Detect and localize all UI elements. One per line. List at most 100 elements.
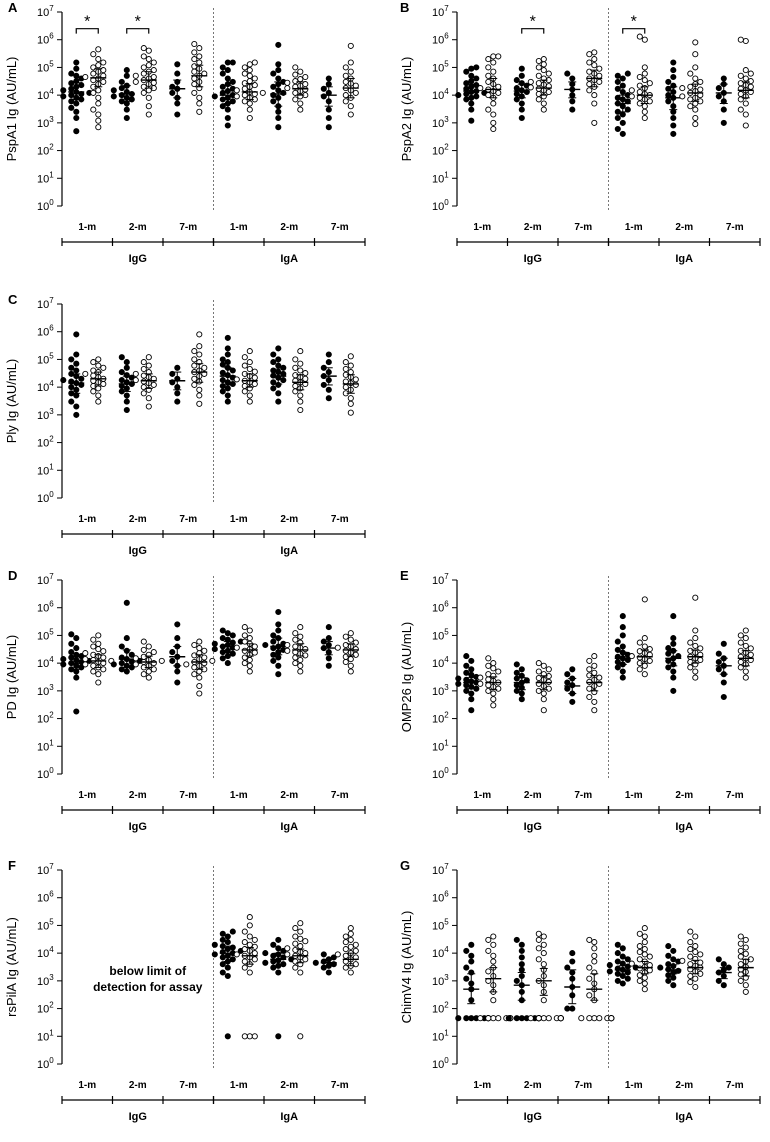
data-point xyxy=(158,657,165,664)
data-point xyxy=(270,638,277,645)
series-IgA-2-m-filled xyxy=(665,59,682,137)
data-point xyxy=(636,943,643,950)
series-IgA-1-m-open xyxy=(628,925,653,993)
data-point xyxy=(118,354,125,361)
data-point xyxy=(241,964,248,971)
y-tick-label: 100 xyxy=(37,766,54,781)
data-point xyxy=(292,958,299,965)
series-IgA-1-m-open xyxy=(628,596,653,678)
y-tick-label: 106 xyxy=(37,324,54,339)
data-point xyxy=(325,635,332,642)
category-label: 7-m xyxy=(726,222,744,233)
data-point xyxy=(513,77,520,84)
data-point xyxy=(196,351,203,358)
data-point xyxy=(342,359,349,366)
data-point xyxy=(246,627,253,634)
series-IgA-1-m-filled xyxy=(219,334,236,405)
data-point xyxy=(241,1033,248,1040)
data-point xyxy=(535,674,542,682)
data-point xyxy=(196,45,203,52)
data-point xyxy=(557,1015,564,1022)
data-point xyxy=(292,78,299,85)
data-point xyxy=(90,64,97,71)
data-point xyxy=(123,406,130,414)
data-point xyxy=(297,928,304,935)
data-point xyxy=(352,376,359,383)
category-label: 1-m xyxy=(625,790,643,801)
data-point xyxy=(73,128,80,135)
data-point xyxy=(246,67,253,74)
data-point xyxy=(191,40,198,48)
data-point xyxy=(619,75,626,82)
data-point xyxy=(540,56,547,63)
category-label: 7-m xyxy=(574,222,592,233)
data-point xyxy=(490,702,497,709)
data-point xyxy=(619,82,626,89)
data-point xyxy=(485,947,492,954)
series-IgA-2-m-open xyxy=(679,928,704,991)
data-point xyxy=(241,624,248,631)
data-point xyxy=(251,368,258,375)
data-point xyxy=(342,653,349,660)
category-label: 1-m xyxy=(78,222,96,233)
data-point xyxy=(251,643,258,650)
data-point xyxy=(619,624,626,631)
data-point xyxy=(670,130,677,137)
data-point xyxy=(490,660,497,667)
y-tick-label: 106 xyxy=(37,890,54,905)
panel-C: C 100 101 102 103 104 105 106 107 Ply Ig (AU/mL) 1… xyxy=(4,292,366,557)
data-point xyxy=(270,632,277,639)
data-point xyxy=(347,59,354,66)
data-point xyxy=(100,666,107,673)
data-point xyxy=(95,392,102,399)
category-label: 1-m xyxy=(78,1080,96,1091)
data-point xyxy=(201,660,208,667)
data-point xyxy=(90,359,97,366)
data-point xyxy=(140,70,147,77)
series-IgA-7-m-filled xyxy=(320,351,337,402)
data-point xyxy=(312,959,319,966)
data-point xyxy=(284,79,291,86)
data-point xyxy=(325,81,332,88)
data-point xyxy=(564,70,571,77)
series-IgG-2-m-open xyxy=(527,930,564,1022)
y-tick-label: 107 xyxy=(432,572,449,587)
data-point xyxy=(624,975,631,982)
data-point xyxy=(468,958,475,965)
data-point xyxy=(224,59,231,66)
data-point xyxy=(233,93,240,100)
data-point xyxy=(140,390,147,397)
series-IgA-7-m-filled xyxy=(715,75,732,126)
data-point xyxy=(619,111,626,118)
data-point xyxy=(297,68,304,75)
series-IgG-1-m-filled xyxy=(60,59,93,135)
data-point xyxy=(463,653,470,660)
data-point xyxy=(275,41,282,48)
series-IgG-1-m-filled xyxy=(60,331,85,418)
data-point xyxy=(628,87,635,94)
data-point xyxy=(259,89,266,96)
panel-F: F 100 101 102 103 104 105 106 107 rsPilA Ig (AU/m… xyxy=(4,858,366,1123)
data-point xyxy=(477,85,484,92)
data-point xyxy=(715,956,722,963)
data-point xyxy=(275,1033,282,1040)
y-tick-label: 101 xyxy=(37,1028,54,1043)
data-point xyxy=(342,933,349,940)
data-point xyxy=(211,646,218,653)
data-point xyxy=(100,648,107,655)
data-point xyxy=(606,962,613,969)
data-point xyxy=(292,636,299,643)
data-point xyxy=(191,375,198,382)
series-IgA-7-m-filled xyxy=(320,624,337,669)
data-point xyxy=(292,356,299,363)
data-point xyxy=(670,947,677,954)
y-tick-label: 105 xyxy=(432,627,449,642)
data-point xyxy=(591,92,598,99)
data-point xyxy=(241,638,248,645)
data-point xyxy=(224,933,231,940)
y-tick-label: 107 xyxy=(432,862,449,877)
data-point xyxy=(670,640,677,647)
data-point xyxy=(196,674,203,681)
data-point xyxy=(527,1015,534,1022)
data-point xyxy=(614,941,621,948)
